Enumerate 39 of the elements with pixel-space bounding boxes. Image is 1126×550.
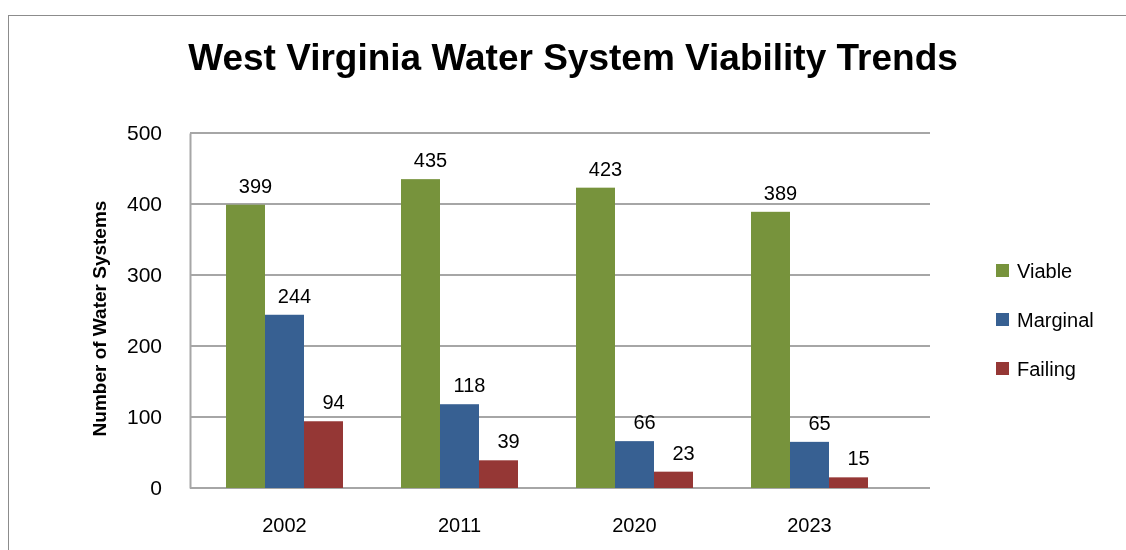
bar <box>440 404 479 488</box>
bar <box>401 179 440 488</box>
legend-label: Marginal <box>1017 309 1094 331</box>
bar <box>304 421 343 488</box>
data-label: 39 <box>497 430 520 453</box>
x-tick-label: 2023 <box>787 514 832 537</box>
bar <box>751 211 790 488</box>
y-tick-label: 200 <box>126 334 162 358</box>
x-tick-label: 2011 <box>437 514 482 537</box>
legend-label: Viable <box>1017 260 1073 282</box>
x-tick-label: 2020 <box>612 514 657 537</box>
data-label: 15 <box>847 447 870 470</box>
data-label: 389 <box>763 181 798 204</box>
bar <box>226 204 265 488</box>
data-label: 118 <box>453 374 486 397</box>
x-tick-label: 2002 <box>262 514 307 537</box>
legend-label: Failing <box>1017 358 1076 380</box>
bar <box>790 441 829 488</box>
y-tick-label: 300 <box>126 263 162 287</box>
data-label: 435 <box>413 149 448 172</box>
data-label: 423 <box>588 157 623 180</box>
data-label: 23 <box>672 441 695 464</box>
bar <box>829 477 868 488</box>
data-label: 66 <box>633 411 656 434</box>
data-label: 399 <box>238 174 273 197</box>
data-label: 94 <box>322 391 345 414</box>
y-tick-label: 0 <box>150 476 162 500</box>
bar <box>615 441 654 488</box>
bar <box>479 460 518 488</box>
bar <box>265 314 304 488</box>
data-label: 65 <box>808 411 831 434</box>
chart-title: West Virginia Water System Viability Trends <box>188 37 958 78</box>
bar <box>654 471 693 488</box>
y-axis-title: Number of Water Systems <box>89 200 110 437</box>
y-tick-label: 500 <box>126 121 162 145</box>
y-tick-label: 400 <box>126 192 162 216</box>
data-label: 244 <box>277 284 312 307</box>
y-tick-label: 100 <box>126 405 162 429</box>
bar <box>576 187 615 488</box>
